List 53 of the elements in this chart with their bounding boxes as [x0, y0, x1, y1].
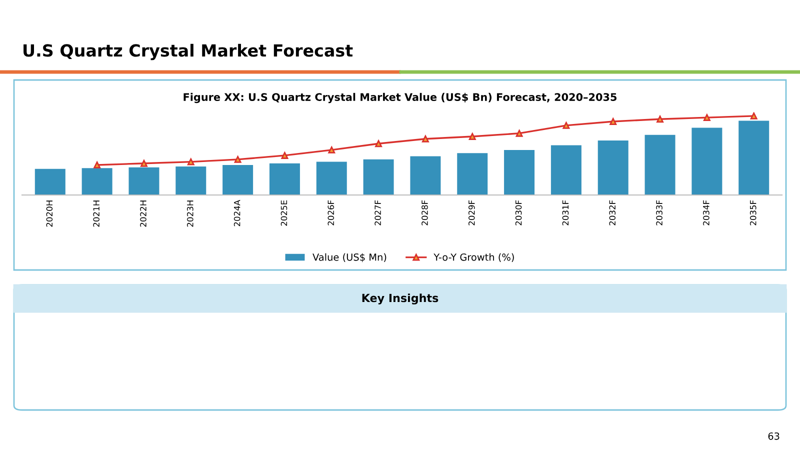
bar — [738, 120, 770, 195]
chart-subtitle: Figure XX: U.S Quartz Crystal Market Value (US$ Bn) Forecast, 2020–2035 — [184, 92, 617, 104]
point — [656, 116, 664, 123]
x-tick-label: 2022H — [140, 200, 146, 227]
legend-label: Value (US$ Mn) — [312, 253, 386, 262]
x-tick-label: 2020H — [46, 200, 53, 227]
bar — [550, 145, 582, 195]
x-tick-label: 2031F — [562, 200, 569, 226]
point — [187, 158, 194, 166]
x-tick-label: 2027F — [374, 200, 381, 226]
x-tick-label: 2024A — [234, 200, 240, 226]
point — [234, 156, 242, 163]
point — [562, 122, 570, 129]
point — [94, 161, 101, 168]
bar — [410, 156, 441, 195]
point — [610, 118, 617, 125]
point — [750, 112, 758, 120]
x-tick-label: 2034F — [703, 200, 710, 226]
x-tick-label: 2025E — [280, 200, 288, 226]
bar — [457, 153, 488, 195]
bar — [176, 166, 206, 195]
x-tick-label: 2028F — [422, 200, 428, 226]
x-tick-label: 2029F — [468, 200, 475, 226]
legend-label: Y-o-Y Growth (%) — [434, 253, 514, 262]
bar — [692, 128, 722, 195]
point — [140, 160, 148, 167]
x-tick-label: 2035F — [750, 200, 756, 226]
text: Key Insights — [362, 294, 438, 304]
point — [703, 114, 710, 122]
x-tick-label: 2032F — [609, 200, 616, 226]
bar — [34, 168, 66, 195]
point — [328, 146, 336, 154]
bar — [504, 150, 535, 195]
text: 63 — [768, 432, 780, 440]
bar — [598, 140, 628, 195]
point — [422, 135, 429, 142]
bar — [82, 168, 112, 195]
point — [281, 152, 288, 159]
x-tick-label: 2021H — [93, 200, 100, 227]
x-tick-label: 2026F — [328, 200, 334, 226]
bar — [644, 134, 676, 195]
point — [516, 130, 523, 137]
bar — [363, 159, 394, 195]
bar — [128, 167, 160, 195]
x-tick-label: 2023H — [187, 200, 194, 227]
bar — [316, 162, 347, 195]
bar — [269, 163, 300, 195]
point — [375, 140, 382, 148]
x-tick-label: 2030F — [515, 200, 522, 226]
bar — [222, 164, 254, 195]
x-tick-label: 2033F — [656, 200, 662, 226]
point — [468, 133, 476, 140]
chart-title: U.S Quartz Crystal Market Forecast — [24, 44, 353, 60]
